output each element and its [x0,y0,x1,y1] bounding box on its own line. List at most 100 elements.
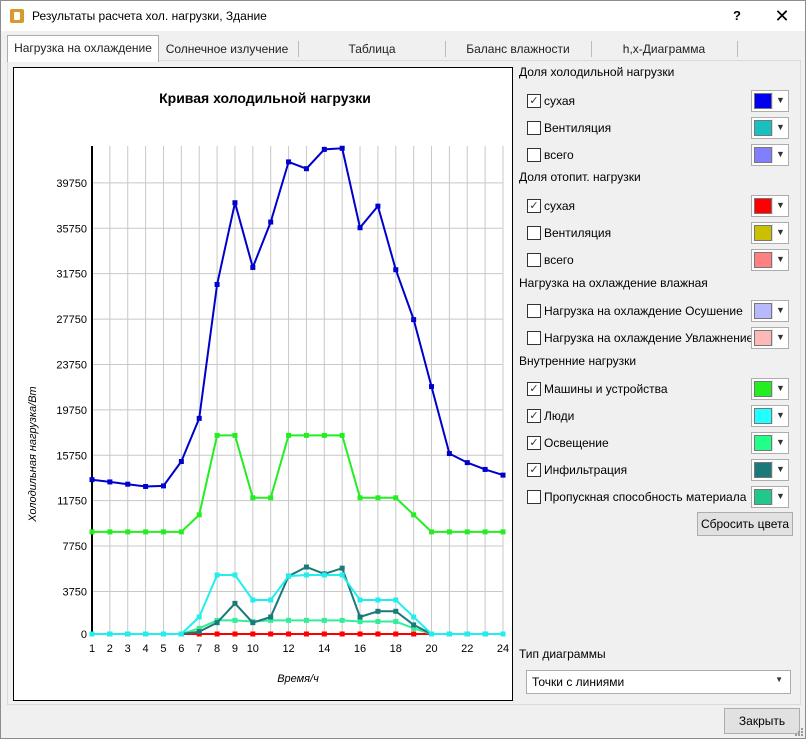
checkbox[interactable] [527,253,541,267]
data-point [303,631,309,637]
data-point [464,460,470,466]
chevron-down-icon: ▼ [772,488,788,505]
close-button[interactable]: Закрыть [724,708,800,734]
chevron-down-icon: ▼ [775,675,783,684]
x-tick-label: 14 [318,643,330,655]
checkbox[interactable] [527,331,541,345]
data-point [196,625,202,631]
x-tick-label: 24 [497,643,509,655]
chart-type-select[interactable]: Точки с линиями ▼ [526,670,791,694]
color-swatch [754,252,772,268]
color-picker[interactable]: ▼ [751,222,789,244]
series-line-1 [92,434,503,533]
data-point [143,631,149,637]
data-point [321,617,327,623]
color-picker[interactable]: ▼ [751,249,789,271]
checkbox[interactable] [527,121,541,135]
data-point [339,631,345,637]
data-point [196,415,202,421]
checkbox-checked[interactable]: ✓ [527,199,541,213]
data-point [214,432,220,438]
data-point [393,267,399,273]
tab-hx-diagram[interactable]: h,x-Диаграмма [622,42,706,56]
data-point [143,483,149,489]
color-picker[interactable]: ▼ [751,459,789,481]
color-picker[interactable]: ▼ [751,117,789,139]
close-icon[interactable]: ✕ [774,6,790,26]
data-point [321,432,327,438]
data-point [339,432,345,438]
data-point [250,631,256,637]
data-point [321,146,327,152]
color-picker[interactable]: ▼ [751,486,789,508]
data-point [178,631,184,637]
data-point [178,458,184,464]
chevron-down-icon: ▼ [772,329,788,346]
data-point [196,629,202,635]
y-tick-label: 35750 [56,223,87,235]
data-point [268,597,274,603]
data-point [339,617,345,623]
data-point [446,631,452,637]
data-point [214,631,220,637]
data-point [357,619,363,625]
chevron-down-icon: ▼ [772,92,788,109]
color-picker[interactable]: ▼ [751,144,789,166]
color-picker[interactable]: ▼ [751,378,789,400]
data-point [214,281,220,287]
color-picker[interactable]: ▼ [751,405,789,427]
color-picker[interactable]: ▼ [751,432,789,454]
checkbox-checked[interactable]: ✓ [527,436,541,450]
tab-moisture-balance[interactable]: Баланс влажности [466,42,570,56]
data-point [232,631,238,637]
checkbox-checked[interactable]: ✓ [527,94,541,108]
checkbox-checked[interactable]: ✓ [527,382,541,396]
data-point [250,264,256,270]
chart-title: Кривая холодильной нагрузки [159,90,371,106]
data-point [268,219,274,225]
checkbox-checked[interactable]: ✓ [527,463,541,477]
color-picker[interactable]: ▼ [751,195,789,217]
data-point [464,631,470,637]
data-point [196,512,202,518]
tab-table[interactable]: Таблица [348,42,396,56]
checkbox[interactable] [527,304,541,318]
data-point [321,572,327,578]
reset-colors-button[interactable]: Сбросить цвета [697,512,793,536]
data-point [125,631,131,637]
data-point [232,600,238,606]
data-point [339,565,345,571]
checkbox[interactable] [527,226,541,240]
tab-cooling-load[interactable]: Нагрузка на охлаждение [7,35,159,62]
checkbox[interactable] [527,148,541,162]
color-picker[interactable]: ▼ [751,327,789,349]
checkbox-checked[interactable]: ✓ [527,409,541,423]
chevron-down-icon: ▼ [772,146,788,163]
x-tick-label: 12 [282,643,294,655]
resize-grip-icon[interactable] [793,726,803,736]
chevron-down-icon: ▼ [772,302,788,319]
data-point [393,619,399,625]
app-icon [10,9,24,23]
option-label: Машины и устройства [544,382,668,396]
y-tick-label: 31750 [56,269,87,281]
x-tick-label: 22 [461,643,473,655]
data-point [178,529,184,535]
data-point [232,200,238,206]
data-point [303,617,309,623]
color-picker[interactable]: ▼ [751,300,789,322]
chevron-down-icon: ▼ [772,380,788,397]
y-tick-label: 23750 [56,359,87,371]
checkbox[interactable] [527,490,541,504]
data-point [250,620,256,626]
data-point [375,203,381,209]
y-tick-label: 11750 [57,496,87,508]
data-point [160,529,166,535]
help-button[interactable]: ? [733,8,741,23]
data-point [268,631,274,637]
data-point [375,619,381,625]
color-picker[interactable]: ▼ [751,90,789,112]
y-tick-label: 39750 [56,178,87,190]
data-point [446,451,452,457]
tab-solar-radiation[interactable]: Солнечное излучение [165,42,289,56]
